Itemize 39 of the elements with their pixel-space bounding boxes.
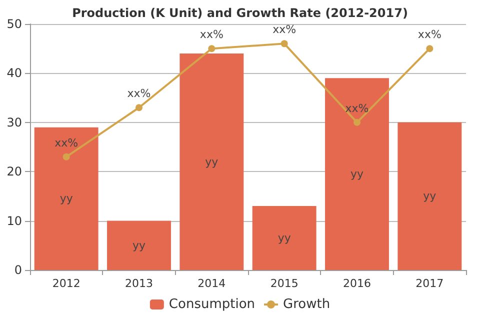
- y-tick-label: 50: [6, 17, 22, 31]
- y-tick-label: 30: [6, 115, 22, 130]
- data-label: yy: [350, 168, 364, 181]
- bar: [107, 220, 171, 270]
- data-label: yy: [205, 155, 219, 168]
- legend-label: Growth: [283, 297, 330, 312]
- data-label: xx%: [127, 87, 151, 100]
- point: [136, 104, 142, 112]
- data-label: xx%: [200, 28, 224, 42]
- data-label: yy: [278, 232, 292, 245]
- chart-title: Production (K Unit) and Growth Rate (2012-2017): [72, 6, 408, 20]
- data-label: yy: [132, 238, 146, 252]
- point: [354, 118, 360, 126]
- data-label: xx%: [54, 136, 78, 150]
- x-tick-label: 2013: [125, 277, 153, 290]
- bar: [252, 206, 316, 270]
- x-tick-label: 2015: [270, 277, 298, 290]
- data-label: xx%: [272, 23, 296, 36]
- y-tick-label: 20: [6, 164, 22, 179]
- y-tick-label: 40: [6, 66, 22, 80]
- point: [62, 153, 70, 160]
- x-tick-label: 2014: [198, 277, 226, 290]
- data-label: yy: [60, 192, 74, 206]
- data-label: xx%: [418, 28, 442, 42]
- bar: [398, 122, 462, 270]
- y-tick-label: 0: [14, 263, 22, 277]
- data-label: yy: [423, 190, 437, 203]
- point: [426, 45, 434, 52]
- x-tick-label: 2012: [52, 277, 80, 290]
- bar: [34, 127, 98, 270]
- bar: [325, 78, 389, 270]
- y-tick-label: 10: [6, 214, 22, 228]
- data-label: xx%: [345, 102, 369, 115]
- x-tick-label: 2016: [343, 277, 371, 290]
- bar: [180, 54, 244, 270]
- x-tick-label: 2017: [416, 277, 444, 290]
- point: [208, 45, 216, 52]
- point: [280, 40, 288, 48]
- legend-label: Consumption: [168, 297, 256, 312]
